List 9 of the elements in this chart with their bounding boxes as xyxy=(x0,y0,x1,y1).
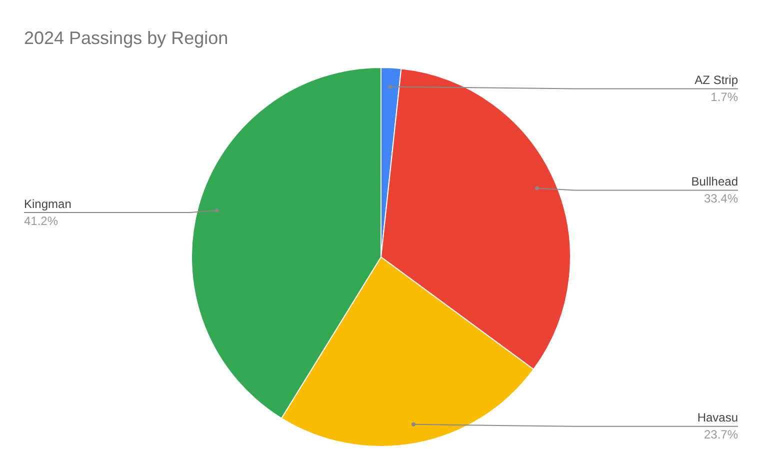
slice-label: Bullhead xyxy=(691,174,738,189)
slice-label: AZ Strip xyxy=(694,73,738,88)
slice-label: Havasu xyxy=(697,410,738,425)
slice-label: Kingman xyxy=(24,196,72,211)
data-label: 33.4% xyxy=(704,192,738,206)
data-label: 23.7% xyxy=(704,428,738,442)
chart-title: 2024 Passings by Region xyxy=(24,28,228,48)
data-label: 41.2% xyxy=(24,214,58,228)
data-label: 1.7% xyxy=(710,90,738,104)
